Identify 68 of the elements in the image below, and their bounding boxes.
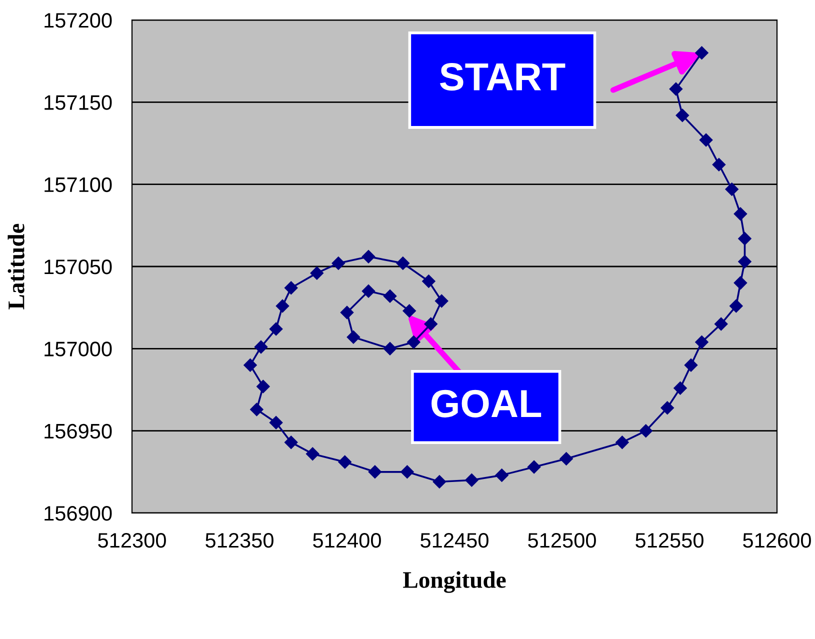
point bbox=[432, 475, 446, 488]
x-tick-label: 512400 bbox=[313, 532, 381, 548]
point bbox=[256, 380, 270, 394]
point bbox=[362, 250, 376, 264]
point bbox=[310, 266, 324, 280]
point bbox=[269, 416, 283, 430]
point bbox=[383, 342, 397, 356]
point bbox=[616, 436, 629, 449]
annotation: GOAL bbox=[432, 390, 542, 418]
point bbox=[495, 468, 508, 482]
point bbox=[738, 254, 752, 268]
point bbox=[254, 340, 268, 354]
x-tick-label: 512350 bbox=[206, 532, 274, 548]
point bbox=[340, 306, 354, 320]
y-tick-label: 157200 bbox=[44, 13, 112, 28]
point bbox=[738, 232, 752, 246]
point bbox=[284, 436, 298, 449]
point bbox=[695, 336, 708, 349]
point bbox=[734, 276, 748, 290]
y-tick-label: 156900 bbox=[44, 506, 112, 521]
y-tick-label: 156950 bbox=[44, 424, 112, 439]
point bbox=[332, 256, 345, 270]
point bbox=[424, 317, 438, 331]
x-tick-label: 512500 bbox=[528, 532, 596, 548]
y-tick-label: 157050 bbox=[44, 260, 112, 274]
point bbox=[244, 358, 257, 372]
point bbox=[560, 452, 573, 466]
point bbox=[699, 133, 713, 147]
x-axis-title: Longitude bbox=[403, 571, 506, 593]
point bbox=[674, 382, 687, 395]
point bbox=[734, 207, 748, 220]
y-tick-label: 157000 bbox=[44, 342, 112, 356]
point bbox=[338, 455, 352, 469]
y-tick-label: 157100 bbox=[44, 177, 112, 192]
point bbox=[684, 358, 698, 372]
point bbox=[435, 294, 448, 308]
point bbox=[407, 336, 420, 349]
point bbox=[695, 46, 708, 60]
point bbox=[725, 182, 738, 196]
point bbox=[250, 402, 264, 416]
point bbox=[730, 299, 743, 313]
point bbox=[284, 281, 298, 294]
point bbox=[676, 108, 689, 122]
annotation: START bbox=[440, 63, 566, 91]
point bbox=[465, 474, 478, 487]
point bbox=[269, 322, 283, 336]
x-tick-label: 512300 bbox=[98, 532, 166, 548]
point bbox=[400, 465, 414, 479]
point bbox=[669, 82, 683, 96]
point bbox=[362, 284, 376, 298]
point bbox=[276, 299, 290, 313]
point bbox=[306, 447, 320, 460]
point bbox=[422, 274, 436, 288]
point bbox=[402, 304, 416, 318]
point bbox=[527, 460, 541, 474]
point bbox=[639, 424, 652, 438]
point bbox=[368, 465, 382, 479]
point bbox=[714, 317, 728, 331]
x-tick-label: 512450 bbox=[420, 532, 488, 548]
point bbox=[396, 256, 410, 270]
point bbox=[383, 289, 397, 303]
point bbox=[346, 330, 360, 344]
x-tick-label: 512600 bbox=[743, 532, 811, 548]
point bbox=[712, 158, 726, 172]
y-axis-title: Latitude bbox=[8, 224, 24, 310]
x-tick-label: 512550 bbox=[636, 532, 704, 548]
y-tick-label: 157150 bbox=[44, 95, 112, 110]
point bbox=[660, 401, 674, 414]
